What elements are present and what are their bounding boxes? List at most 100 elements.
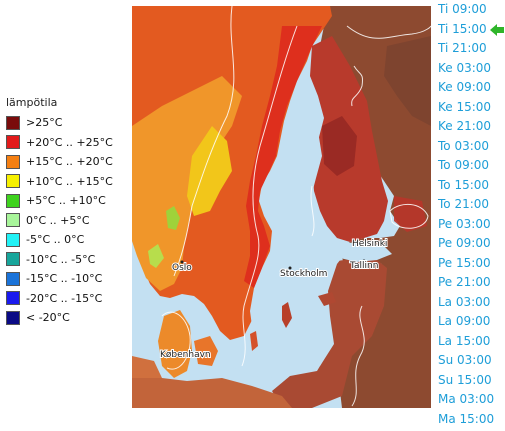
isotherms bbox=[161, 6, 431, 407]
legend-swatch bbox=[6, 154, 20, 169]
legend-item: 0°C .. +5°C bbox=[6, 211, 131, 231]
time-step-label: Su 03:00 bbox=[438, 353, 492, 367]
island-gotland bbox=[282, 302, 292, 328]
cities: Oslo Stockholm Helsinki Tallinn Københav… bbox=[159, 238, 388, 361]
time-step-label: Ke 03:00 bbox=[438, 60, 492, 75]
legend-swatch bbox=[6, 271, 20, 286]
land-norway-yellow bbox=[187, 126, 232, 216]
temperature-legend: lämpötila >25°C +20°C .. +25°C +15°C .. +2… bbox=[6, 96, 131, 328]
gulf-of-bothnia bbox=[278, 116, 322, 242]
legend-label: -20°C .. -15°C bbox=[26, 291, 103, 305]
time-step-link[interactable]: La 15:00 bbox=[432, 332, 505, 352]
city-label: Tallinn bbox=[349, 261, 378, 271]
legend-label: +5°C .. +10°C bbox=[26, 194, 106, 208]
island-oland bbox=[250, 331, 258, 351]
island-saaremaa bbox=[318, 292, 336, 306]
city-label: København bbox=[160, 350, 211, 360]
legend-label: -5°C .. 0°C bbox=[26, 233, 85, 247]
city-label: Helsinki bbox=[352, 239, 387, 249]
time-step-label: Ma 03:00 bbox=[438, 392, 495, 406]
time-step-link[interactable]: To 03:00 bbox=[432, 137, 505, 157]
legend-item: +20°C .. +25°C bbox=[6, 133, 131, 153]
legend-label: >25°C bbox=[26, 116, 63, 130]
legend-item: -10°C .. -5°C bbox=[6, 250, 131, 270]
time-step-label: Pe 03:00 bbox=[438, 216, 491, 231]
time-step-link[interactable]: Su 15:00 bbox=[432, 371, 505, 391]
time-step-link[interactable]: Ma 03:00 bbox=[432, 390, 505, 410]
land-east bbox=[320, 6, 431, 408]
legend-label: +10°C .. +15°C bbox=[26, 174, 113, 188]
time-step-link[interactable]: Ke 21:00 bbox=[432, 117, 505, 137]
land-norway-green2 bbox=[148, 244, 164, 268]
map-svg: Oslo Stockholm Helsinki Tallinn Københav… bbox=[132, 6, 431, 408]
time-step-link[interactable]: To 15:00 bbox=[432, 176, 505, 196]
city-label: Oslo bbox=[172, 263, 192, 273]
time-step-link[interactable]: Ke 15:00 bbox=[432, 98, 505, 118]
time-step-link[interactable]: Pe 09:00 bbox=[432, 234, 505, 254]
legend-swatch bbox=[6, 232, 20, 247]
time-step-label: To 15:00 bbox=[438, 177, 490, 192]
time-step-link[interactable]: To 21:00 bbox=[432, 195, 505, 215]
time-step-link[interactable]: Pe 03:00 bbox=[432, 215, 505, 235]
time-step-label: To 21:00 bbox=[438, 197, 490, 211]
time-step-label: Ti 15:00 bbox=[438, 21, 487, 36]
legend-label: +15°C .. +20°C bbox=[26, 155, 113, 169]
time-step-label: Ti 21:00 bbox=[438, 41, 487, 55]
time-step-label: To 09:00 bbox=[438, 158, 490, 172]
legend-label: -10°C .. -5°C bbox=[26, 252, 96, 266]
legend-item: +15°C .. +20°C bbox=[6, 152, 131, 172]
time-step-link[interactable]: Ti 15:00 bbox=[432, 20, 505, 40]
time-step-link[interactable]: Ti 09:00 bbox=[432, 0, 505, 20]
time-step-link[interactable]: Pe 15:00 bbox=[432, 254, 505, 274]
legend-item: -20°C .. -15°C bbox=[6, 289, 131, 309]
time-step-link[interactable]: Ma 15:00 bbox=[432, 410, 505, 430]
legend-label: +20°C .. +25°C bbox=[26, 135, 113, 149]
time-step-label: Ma 15:00 bbox=[438, 411, 495, 426]
time-step-label: Pe 21:00 bbox=[438, 275, 491, 289]
time-step-link[interactable]: Ke 09:00 bbox=[432, 78, 505, 98]
land-south bbox=[132, 376, 292, 408]
legend-label: 0°C .. +5°C bbox=[26, 213, 90, 227]
time-step-link[interactable]: Ti 21:00 bbox=[432, 39, 505, 59]
time-step-label: Ti 09:00 bbox=[438, 2, 487, 16]
legend-title: lämpötila bbox=[6, 96, 58, 109]
legend-item: +5°C .. +10°C bbox=[6, 191, 131, 211]
land-south-left bbox=[132, 356, 162, 378]
time-step-link[interactable]: Ke 03:00 bbox=[432, 59, 505, 79]
legend-swatch bbox=[6, 174, 20, 189]
current-time-arrow-icon bbox=[490, 23, 504, 36]
time-step-label: To 03:00 bbox=[438, 138, 490, 153]
legend-swatch bbox=[6, 291, 20, 306]
time-step-label: La 03:00 bbox=[438, 294, 491, 309]
time-step-link[interactable]: La 03:00 bbox=[432, 293, 505, 313]
land-denmark-east bbox=[194, 336, 218, 366]
legend-swatch bbox=[6, 310, 20, 325]
city-label: Stockholm bbox=[280, 269, 327, 279]
time-step-label: Ke 21:00 bbox=[438, 119, 492, 133]
land-baltics bbox=[272, 256, 387, 408]
land-east-shade bbox=[384, 36, 431, 126]
time-step-link[interactable]: Pe 21:00 bbox=[432, 273, 505, 293]
legend-label: < -20°C bbox=[26, 311, 70, 325]
time-step-link[interactable]: To 09:00 bbox=[432, 156, 505, 176]
legend-swatch bbox=[6, 115, 20, 130]
legend-swatch bbox=[6, 135, 20, 150]
time-step-link[interactable]: La 09:00 bbox=[432, 312, 505, 332]
time-step-label: Su 15:00 bbox=[438, 372, 492, 387]
land-denmark bbox=[158, 310, 192, 378]
time-step-label: La 15:00 bbox=[438, 333, 491, 348]
land-norway-green bbox=[166, 206, 180, 230]
gulf-of-finland bbox=[332, 242, 392, 262]
legend-label: -15°C .. -10°C bbox=[26, 272, 103, 286]
time-step-label: Pe 09:00 bbox=[438, 236, 491, 250]
legend-item: -5°C .. 0°C bbox=[6, 230, 131, 250]
legend-item: +10°C .. +15°C bbox=[6, 172, 131, 192]
legend-rows: >25°C +20°C .. +25°C +15°C .. +20°C +10°C .… bbox=[6, 113, 131, 328]
weather-map: Oslo Stockholm Helsinki Tallinn Københav… bbox=[132, 6, 431, 408]
legend-item: < -20°C bbox=[6, 308, 131, 328]
legend-swatch bbox=[6, 252, 20, 267]
finland-hot bbox=[322, 116, 357, 176]
time-step-label: Ke 15:00 bbox=[438, 99, 492, 114]
time-step-label: La 09:00 bbox=[438, 314, 491, 328]
time-step-link[interactable]: Su 03:00 bbox=[432, 351, 505, 371]
